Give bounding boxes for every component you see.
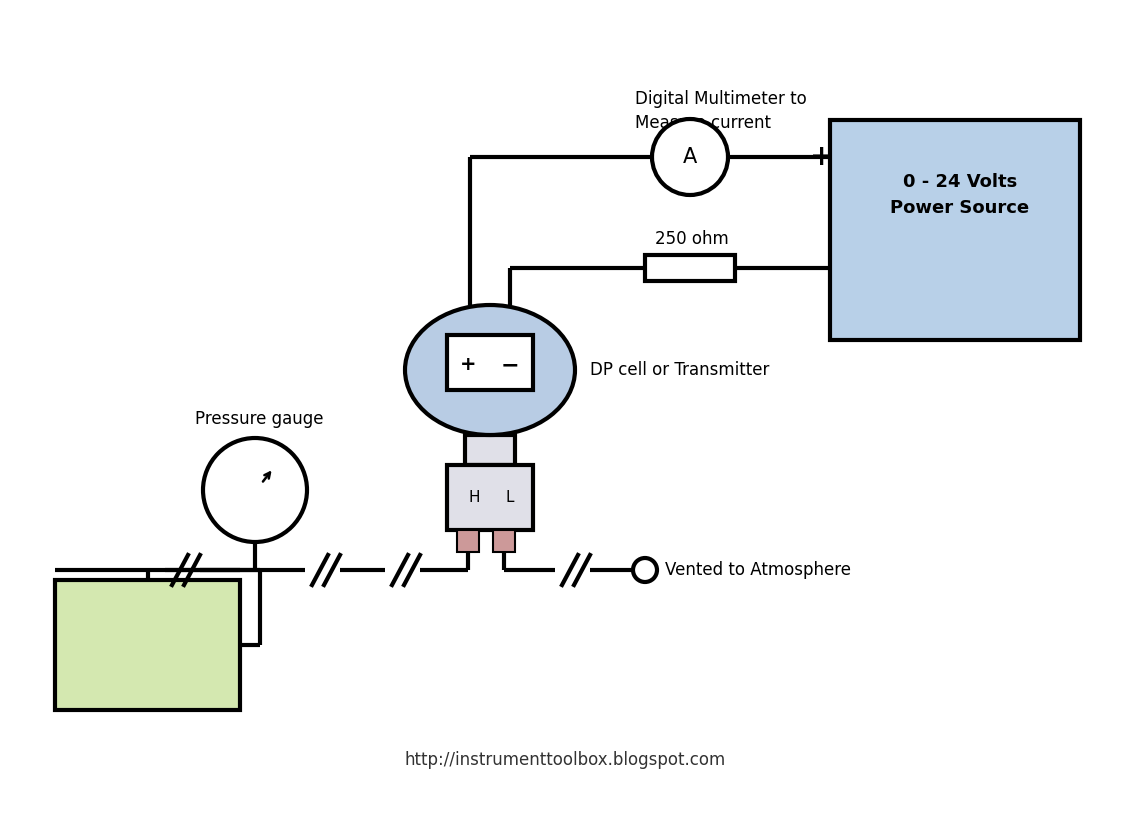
Circle shape xyxy=(652,119,728,195)
Text: 250 ohm: 250 ohm xyxy=(655,230,729,248)
Text: −: − xyxy=(501,355,520,375)
Bar xyxy=(493,530,515,552)
Text: DP cell or Transmitter: DP cell or Transmitter xyxy=(590,361,770,379)
Bar xyxy=(457,530,479,552)
Bar xyxy=(645,255,734,281)
Text: Pressure gauge: Pressure gauge xyxy=(195,410,323,428)
Text: +: + xyxy=(460,356,476,374)
Text: http://instrumenttoolbox.blogspot.com: http://instrumenttoolbox.blogspot.com xyxy=(405,751,725,769)
Text: Vented to Atmosphere: Vented to Atmosphere xyxy=(664,561,851,579)
Text: 0 - 24 Volts
Power Source: 0 - 24 Volts Power Source xyxy=(890,173,1029,217)
Text: A: A xyxy=(683,147,697,167)
Circle shape xyxy=(203,438,307,542)
Text: H: H xyxy=(468,489,480,505)
Text: −: − xyxy=(808,256,833,285)
Ellipse shape xyxy=(405,305,575,435)
Circle shape xyxy=(633,558,657,582)
Text: L: L xyxy=(506,489,514,505)
Text: Digital Multimeter to
Measure current: Digital Multimeter to Measure current xyxy=(635,90,807,132)
Bar xyxy=(447,335,533,390)
Text: +: + xyxy=(809,143,833,171)
Text: Pressure Source
e.g Hand pump or
process pressure: Pressure Source e.g Hand pump or process… xyxy=(66,615,203,675)
Bar xyxy=(831,120,1080,340)
Bar xyxy=(55,580,240,710)
Bar xyxy=(447,465,533,530)
Bar xyxy=(466,435,515,465)
